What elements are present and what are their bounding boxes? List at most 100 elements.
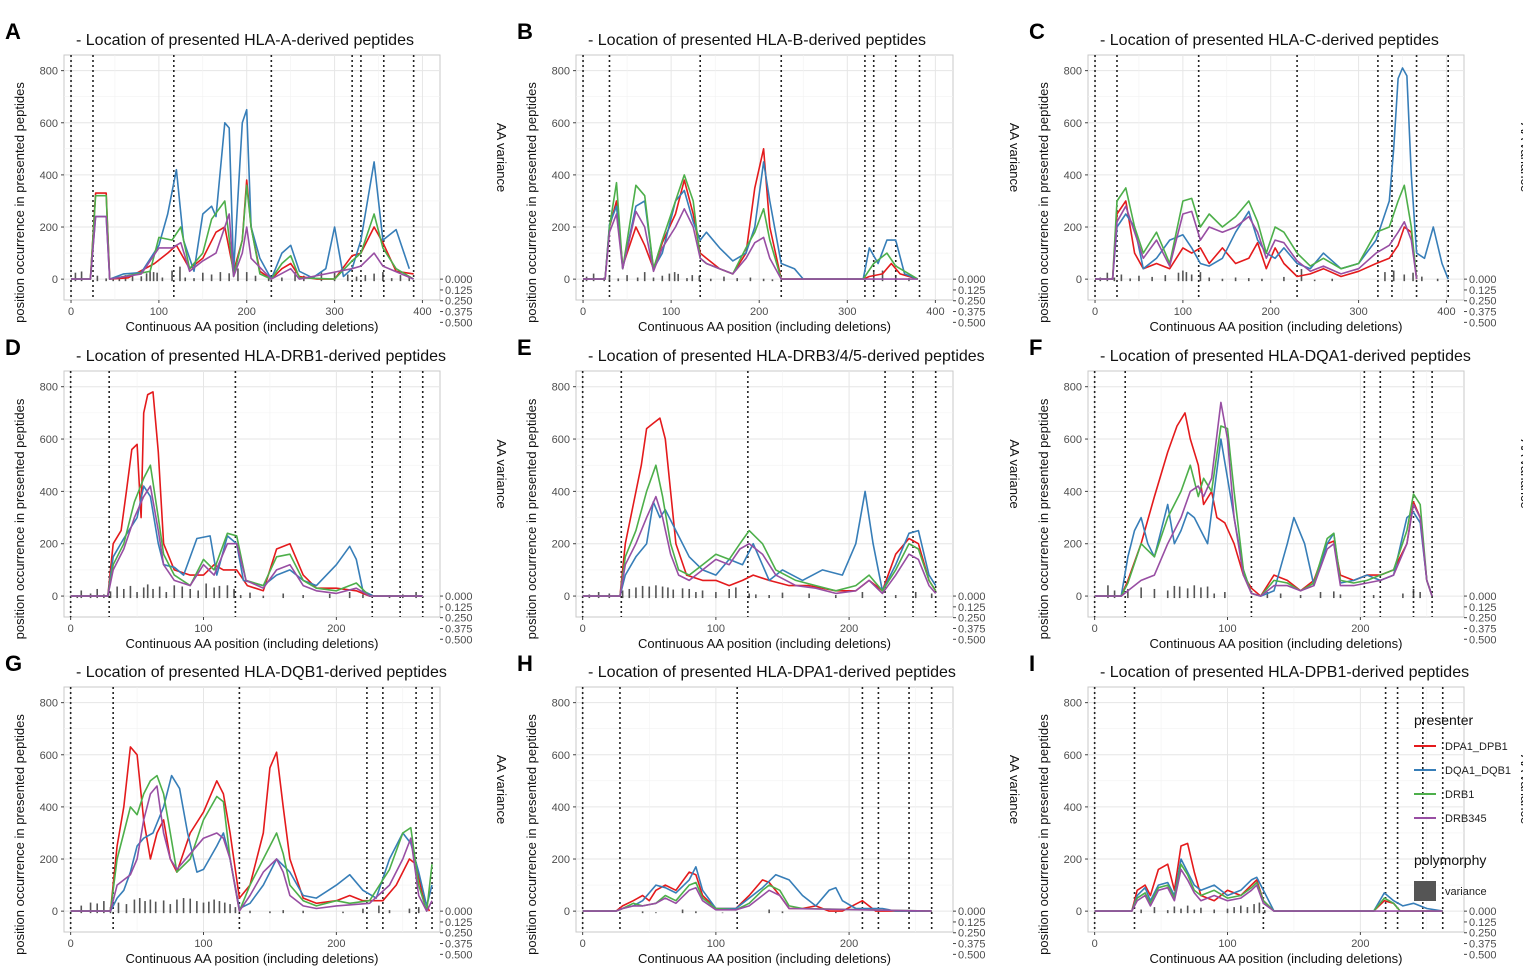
x-tick-label: 200: [327, 623, 345, 635]
y-tick-label: 0: [564, 274, 570, 286]
plot-background: [575, 370, 954, 618]
y-tick-label: 800: [40, 698, 58, 710]
y2-tick-label: 0.500: [958, 634, 986, 646]
x-tick-label: 300: [1349, 306, 1367, 318]
y-tick-label: 200: [1064, 222, 1082, 234]
y-tick-label: 200: [552, 222, 570, 234]
x-tick-label: 200: [840, 938, 858, 950]
y-axis-label: position occurrence in presented peptide…: [12, 82, 27, 323]
y2-tick-label: 0.375: [445, 307, 473, 319]
y2-axis-label: AA variance: [494, 439, 509, 508]
x-tick-label: 100: [194, 938, 212, 950]
series-line-drb345: [70, 785, 433, 912]
x-tick-label: 100: [1218, 938, 1236, 950]
y-tick-label: 600: [1064, 118, 1082, 130]
series-line-dqa1-dqb1: [583, 161, 919, 280]
x-tick-label: 300: [325, 306, 343, 318]
legend-title-polymorphy: polymorphy: [1414, 852, 1486, 868]
y2-tick-label: 0.375: [445, 939, 473, 951]
y-axis-label: position occurrence in presented peptide…: [1036, 398, 1051, 639]
panel-title: - Location of presented HLA-DPA1-derived…: [588, 664, 956, 681]
y2-tick-label: 0.500: [958, 317, 986, 329]
y2-tick-label: 0.500: [1469, 949, 1497, 961]
y2-tick-label: 0.000: [1469, 591, 1497, 603]
y-tick-label: 600: [40, 750, 58, 762]
series-line-drb1: [582, 464, 937, 597]
series-line-dqa1-dqb1: [582, 866, 932, 912]
y2-tick-label: 0.250: [1469, 613, 1497, 625]
y2-tick-label: 0.500: [1469, 634, 1497, 646]
y-tick-label: 0: [52, 906, 58, 918]
y2-tick-label: 0.375: [1469, 623, 1497, 635]
y-tick-label: 600: [552, 434, 570, 446]
y-tick-label: 0: [52, 274, 58, 286]
panel-title: - Location of presented HLA-DPB1-derived…: [1100, 664, 1469, 681]
y2-tick-label: 0.500: [445, 317, 473, 329]
y2-tick-label: 0.375: [958, 623, 986, 635]
panel-a: 0 200 400 600 800 0 100 200 300 400 0.0000.1250.25…: [5, 19, 509, 334]
y2-axis-label: AA variance: [1518, 439, 1523, 508]
x-tick-label: 400: [413, 306, 431, 318]
y2-axis-label: AA variance: [1007, 123, 1022, 192]
x-tick-label: 300: [838, 306, 856, 318]
plot-background: [1087, 686, 1465, 933]
y-axis-label: position occurrence in presented peptide…: [12, 714, 27, 955]
panel-e: 0 200 400 600 800 0 100 200 0.0000.1250.2500.375…: [517, 335, 1022, 651]
y2-tick-label: 0.375: [445, 623, 473, 635]
series-line-dpa1-dpb1: [70, 391, 423, 597]
y2-tick-label: 0.375: [958, 939, 986, 951]
x-tick-label: 0: [68, 623, 74, 635]
x-tick-label: 0: [1092, 306, 1098, 318]
x-axis-label: Continuous AA position (including deleti…: [126, 319, 379, 334]
y-tick-label: 600: [40, 118, 58, 130]
series-line-drb345: [1094, 868, 1443, 912]
series-line-drb345: [1094, 401, 1433, 597]
y-tick-label: 400: [40, 802, 58, 814]
y2-tick-label: 0.000: [1469, 906, 1497, 918]
panel-letter: G: [5, 651, 22, 676]
y-tick-label: 0: [1076, 274, 1082, 286]
y-axis-label: position occurrence in presented peptide…: [12, 398, 27, 639]
series-line-drb345: [582, 495, 937, 597]
y-tick-label: 0: [52, 591, 58, 603]
x-tick-label: 0: [580, 938, 586, 950]
y2-tick-label: 0.500: [445, 949, 473, 961]
y-tick-label: 0: [1076, 906, 1082, 918]
panel-letter: H: [517, 651, 533, 676]
y2-tick-label: 0.250: [958, 613, 986, 625]
series-line-drb1: [70, 464, 423, 597]
y-tick-label: 400: [40, 170, 58, 182]
series-line-drb345: [582, 886, 932, 912]
y2-tick-label: 0.250: [1469, 928, 1497, 940]
y2-tick-label: 0.000: [958, 906, 986, 918]
panel-title: - Location of presented HLA-DQA1-derived…: [1100, 348, 1471, 365]
series-line-drb345: [70, 485, 423, 597]
x-tick-label: 200: [1262, 306, 1280, 318]
panel-title: - Location of presented HLA-A-derived pe…: [76, 32, 414, 49]
y2-tick-label: 0.500: [1469, 317, 1497, 329]
panel-g: 0 200 400 600 800 0 100 200 0.0000.1250.2500.375…: [5, 651, 509, 966]
y2-tick-label: 0.000: [445, 906, 473, 918]
x-tick-label: 0: [68, 938, 74, 950]
y-tick-label: 400: [1064, 170, 1082, 182]
y-tick-label: 200: [552, 854, 570, 866]
series-line-dqa1-dqb1: [582, 490, 937, 597]
y-tick-label: 0: [564, 591, 570, 603]
legend-label: DRB1: [1445, 789, 1474, 801]
x-tick-label: 400: [926, 306, 944, 318]
x-tick-label: 200: [1351, 623, 1369, 635]
x-axis-label: Continuous AA position (including deleti…: [638, 636, 891, 651]
x-tick-label: 0: [1092, 938, 1098, 950]
x-tick-label: 200: [327, 938, 345, 950]
y-tick-label: 400: [552, 802, 570, 814]
panel-letter: E: [517, 335, 532, 360]
y2-tick-label: 0.125: [445, 602, 473, 614]
y-tick-label: 800: [1064, 698, 1082, 710]
y-tick-label: 400: [1064, 486, 1082, 498]
y-tick-label: 200: [40, 854, 58, 866]
y-tick-label: 400: [1064, 802, 1082, 814]
y2-tick-label: 0.125: [1469, 285, 1497, 297]
series-line-dqa1-dqb1: [1095, 67, 1449, 280]
y-tick-label: 600: [1064, 750, 1082, 762]
